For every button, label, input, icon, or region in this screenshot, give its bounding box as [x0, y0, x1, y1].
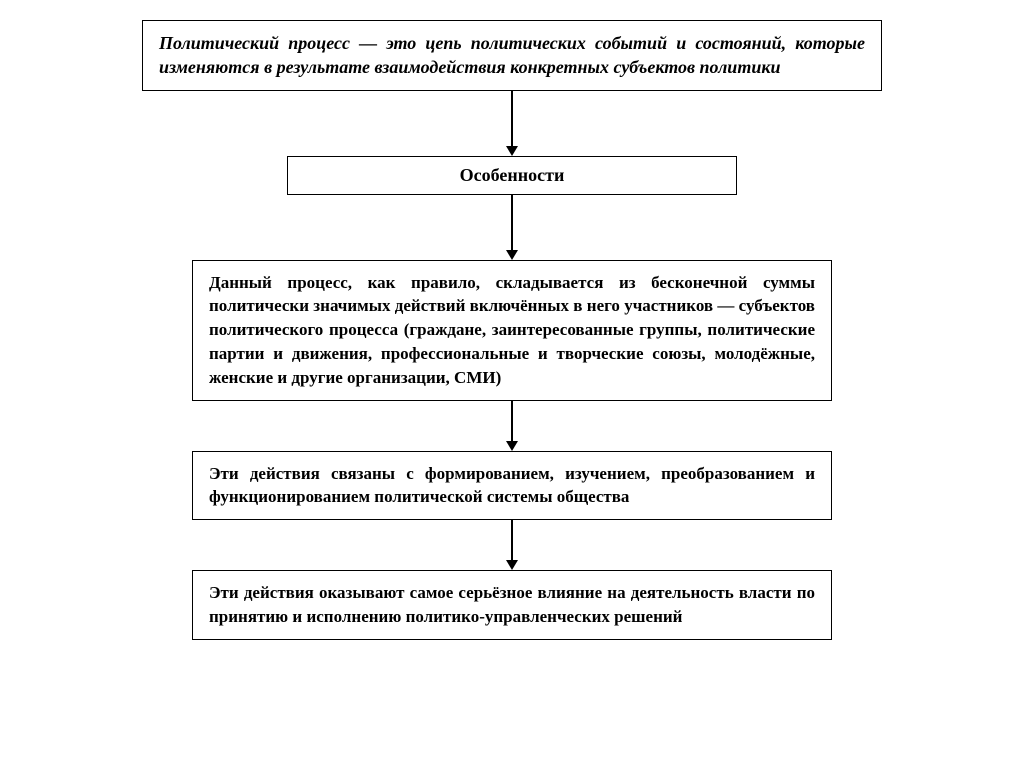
arrow-line: [511, 195, 513, 250]
features-title-text: Особенности: [460, 165, 565, 185]
feature2-text: Эти действия связаны с формированием, из…: [209, 464, 815, 507]
arrow-line: [511, 91, 513, 146]
feature3-box: Эти действия оказывают самое серьёзное в…: [192, 570, 832, 640]
arrow-4: [506, 520, 518, 570]
arrow-1: [506, 91, 518, 156]
arrow-head-icon: [506, 146, 518, 156]
feature1-box: Данный процесс, как правило, складываетс…: [192, 260, 832, 401]
definition-box: Политический процесс — это цепь политиче…: [142, 20, 882, 91]
feature2-box: Эти действия связаны с формированием, из…: [192, 451, 832, 521]
flowchart-container: Политический процесс — это цепь политиче…: [0, 0, 1024, 660]
arrow-line: [511, 520, 513, 560]
arrow-head-icon: [506, 250, 518, 260]
arrow-2: [506, 195, 518, 260]
arrow-head-icon: [506, 441, 518, 451]
definition-text: Политический процесс — это цепь политиче…: [159, 33, 865, 77]
feature3-text: Эти действия оказывают самое серьёзное в…: [209, 583, 815, 626]
feature1-text: Данный процесс, как правило, складываетс…: [209, 273, 815, 387]
arrow-line: [511, 401, 513, 441]
arrow-3: [506, 401, 518, 451]
features-title-box: Особенности: [287, 156, 737, 195]
arrow-head-icon: [506, 560, 518, 570]
